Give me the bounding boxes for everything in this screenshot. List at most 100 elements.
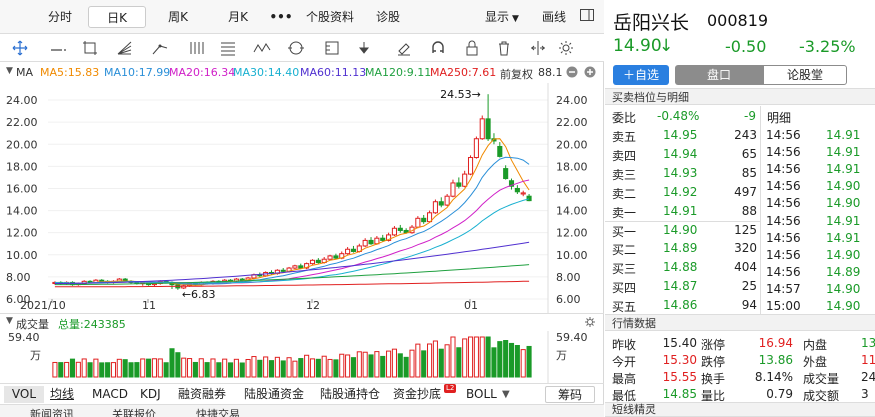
high-price-label: 24.53→ <box>440 88 481 101</box>
fan-lines-icon[interactable] <box>114 38 134 58</box>
tick-row: 14:57 14.90 <box>760 280 875 298</box>
chip-button[interactable]: 筹码 <box>545 386 595 403</box>
ask-row: 卖四 14.94 65 <box>605 145 875 163</box>
price-change: -0.50 <box>725 37 767 56</box>
settings-gear-icon[interactable] <box>556 38 576 58</box>
stock-code: 000819 <box>707 11 769 30</box>
y-tick-right: 8.00 <box>556 271 581 284</box>
section-news: 短线精灵 <box>605 402 875 417</box>
candle-body <box>298 265 304 269</box>
volume-y-max: 59.40 <box>8 331 40 344</box>
tick-row: 14:56 14.91 <box>760 126 875 144</box>
horizontal-line-icon[interactable] <box>48 38 68 58</box>
tab-ma[interactable]: 均线 <box>50 387 75 401</box>
quote-row: 今开 15.30 跌停 13.86 外盘 11 <box>605 351 875 369</box>
tab-margin[interactable]: 融资融券 <box>178 387 227 401</box>
tab-more[interactable]: ••• <box>269 10 293 24</box>
tab-forum[interactable]: 论股堂 <box>763 65 847 85</box>
tab-kdj[interactable]: KDJ <box>140 387 161 401</box>
divider <box>605 220 760 222</box>
level-volume: 243 <box>734 128 757 142</box>
tab-hk-holding[interactable]: 陆股通持仓 <box>320 387 381 401</box>
volume-bar <box>503 340 509 378</box>
volume-bar <box>157 358 163 378</box>
chevron-down-icon[interactable]: ▼ <box>6 316 13 326</box>
display-dropdown[interactable]: 显示 ▼ <box>474 6 530 28</box>
candle-body <box>315 259 321 264</box>
volume-bar <box>450 336 456 378</box>
volume-bar <box>87 362 93 378</box>
level-label: 卖二 <box>612 186 637 201</box>
volume-chart[interactable]: 59.40 万 59.40 万 <box>0 331 604 383</box>
crosshair-icon[interactable] <box>10 38 30 58</box>
tab-macd[interactable]: MACD <box>92 387 128 401</box>
y-tick-right: 16.00 <box>556 182 588 195</box>
tab-bottom-fishing[interactable]: 资金抄底 <box>393 387 442 401</box>
level-volume: 497 <box>734 184 757 199</box>
news-link[interactable]: 新闻资讯 <box>30 408 74 417</box>
ma-label[interactable]: MA <box>16 66 34 79</box>
panel-toggle-icon[interactable] <box>576 6 598 28</box>
lock-icon[interactable] <box>462 38 482 58</box>
tab-daily-k[interactable]: 日K <box>88 6 146 28</box>
tab-boll[interactable]: BOLL <box>466 387 497 401</box>
settings-gear-icon[interactable] <box>584 316 596 331</box>
plus-circle-icon[interactable] <box>584 66 596 81</box>
volume-bar <box>462 338 468 378</box>
tab-vol[interactable]: VOL <box>4 386 44 403</box>
volume-bar <box>491 347 497 378</box>
fibonacci-icon[interactable] <box>218 38 238 58</box>
wave-icon[interactable] <box>252 38 272 58</box>
volume-bar <box>140 358 146 378</box>
volume-bar <box>187 358 193 378</box>
split-icon[interactable] <box>528 38 548 58</box>
candle-body <box>345 248 351 255</box>
ma10-value: MA10:17.99 <box>104 66 171 79</box>
ma-line-ma60 <box>54 241 530 284</box>
volume-bar <box>362 351 368 378</box>
minus-circle-icon[interactable] <box>566 66 578 81</box>
tab-timeshare[interactable]: 分时 <box>47 10 72 24</box>
y-tick-left: 8.00 <box>6 271 31 284</box>
tick-price: 14.91 <box>826 213 861 228</box>
related-quote-link[interactable]: 关联报价 <box>112 408 156 417</box>
volume-bar <box>339 353 345 378</box>
quote-row: 昨收 15.40 涨停 16.94 内盘 13 <box>605 334 875 352</box>
volume-bar <box>345 354 351 378</box>
quote-label: 换手 <box>701 372 726 386</box>
draw-line-button[interactable]: 画线 <box>541 10 566 24</box>
magnet-icon[interactable] <box>428 38 448 58</box>
candle-body <box>391 227 397 236</box>
quick-trade-link[interactable]: 快捷交易 <box>196 408 240 417</box>
chevron-down-icon[interactable]: ▼ <box>6 66 13 76</box>
ruler-icon[interactable] <box>322 38 342 58</box>
add-watchlist-button[interactable]: ＋自选 <box>613 65 669 85</box>
tab-pankou[interactable]: 盘口 <box>675 65 763 85</box>
volume-bar <box>432 340 438 378</box>
cycle-icon[interactable] <box>286 38 306 58</box>
quote-label: 跌停 <box>701 355 726 369</box>
tab-weekly-k[interactable]: 周K <box>168 10 188 24</box>
tab-monthly-k[interactable]: 月K <box>228 10 248 24</box>
vertical-lines-icon[interactable] <box>186 38 206 58</box>
display-label: 显示 <box>485 10 510 24</box>
level-label: 买三 <box>612 262 637 277</box>
arrow-down-icon[interactable] <box>354 38 374 58</box>
volume-bar <box>368 354 374 378</box>
chevron-down-icon[interactable]: ▼ <box>502 389 510 400</box>
tab-hk-flow[interactable]: 陆股通资金 <box>244 387 305 401</box>
candle-body <box>526 195 532 202</box>
tick-price: 14.90 <box>826 247 861 262</box>
tab-company-info[interactable]: 个股资料 <box>305 10 354 24</box>
trend-line-icon[interactable] <box>150 38 170 58</box>
tab-diagnosis[interactable]: 诊股 <box>375 10 400 24</box>
rectangle-tool-icon[interactable] <box>80 38 100 58</box>
volume-y-max-right: 59.40 <box>556 331 588 344</box>
price-change-pct: -3.25% <box>799 37 856 56</box>
trash-icon[interactable] <box>494 38 514 58</box>
kline-chart[interactable]: 24.00 24.00 22.00 22.00 20.00 20.00 18.00 18.00… <box>0 83 604 313</box>
level-volume: 94 <box>741 298 757 313</box>
adjust-mode[interactable]: 前复权 <box>500 68 533 81</box>
tick-time: 14:56 <box>766 196 801 211</box>
eraser-icon[interactable] <box>394 38 414 58</box>
